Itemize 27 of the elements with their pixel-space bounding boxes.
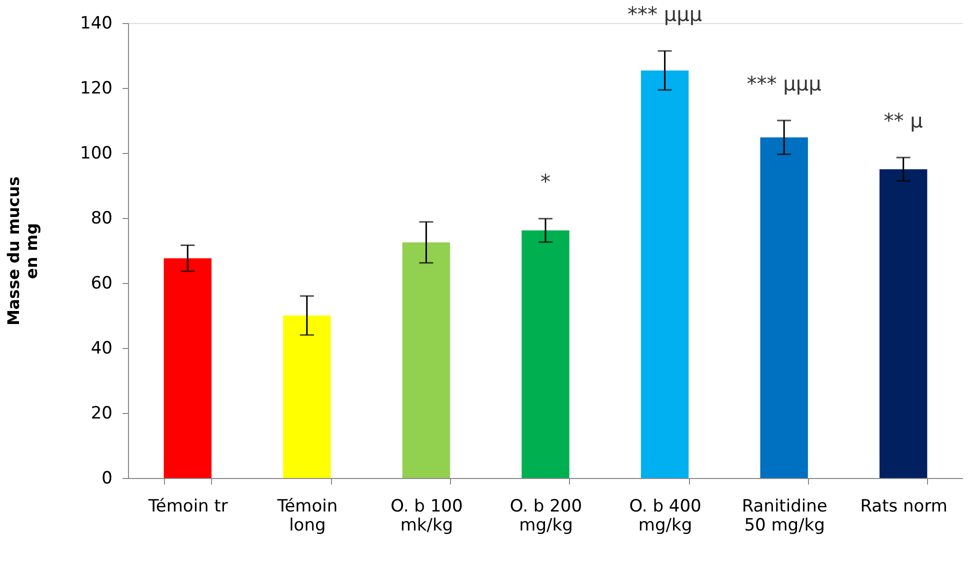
x-tick-label: O. b 400 mg/kg xyxy=(629,496,702,536)
y-axis-title: Masse du mucus en mg xyxy=(4,176,42,326)
bar xyxy=(402,242,450,478)
y-tick-label: 0 xyxy=(102,468,112,488)
y-tick-label: 100 xyxy=(80,144,112,164)
annotation: *** μμμ xyxy=(628,2,702,26)
annotation: ** μ xyxy=(884,108,924,133)
annotation: *** μμμ xyxy=(746,72,822,96)
x-tick-label: Témoin tr xyxy=(147,496,228,516)
x-tick-label: Rats norm xyxy=(860,496,948,516)
y-tick-label: 120 xyxy=(80,78,112,98)
bar xyxy=(522,230,570,478)
annotation: * xyxy=(540,170,550,194)
y-tick-label: 80 xyxy=(90,208,112,228)
bar xyxy=(164,258,212,478)
y-tick-label: 60 xyxy=(90,274,112,294)
x-tick-label: O. b 200 mg/kg xyxy=(510,496,582,536)
x-tick-label: Témoin long xyxy=(276,496,338,536)
x-tick-label: Ranitidine 50 mg/kg xyxy=(742,496,828,536)
y-tick-label: 40 xyxy=(90,338,112,358)
y-tick-label: 140 xyxy=(80,14,112,34)
bar xyxy=(760,137,808,478)
x-tick-label: O. b 100 mk/kg xyxy=(390,496,463,536)
bar xyxy=(640,70,689,478)
bar xyxy=(880,169,928,478)
bar xyxy=(283,316,331,478)
y-tick-label: 20 xyxy=(90,404,112,424)
